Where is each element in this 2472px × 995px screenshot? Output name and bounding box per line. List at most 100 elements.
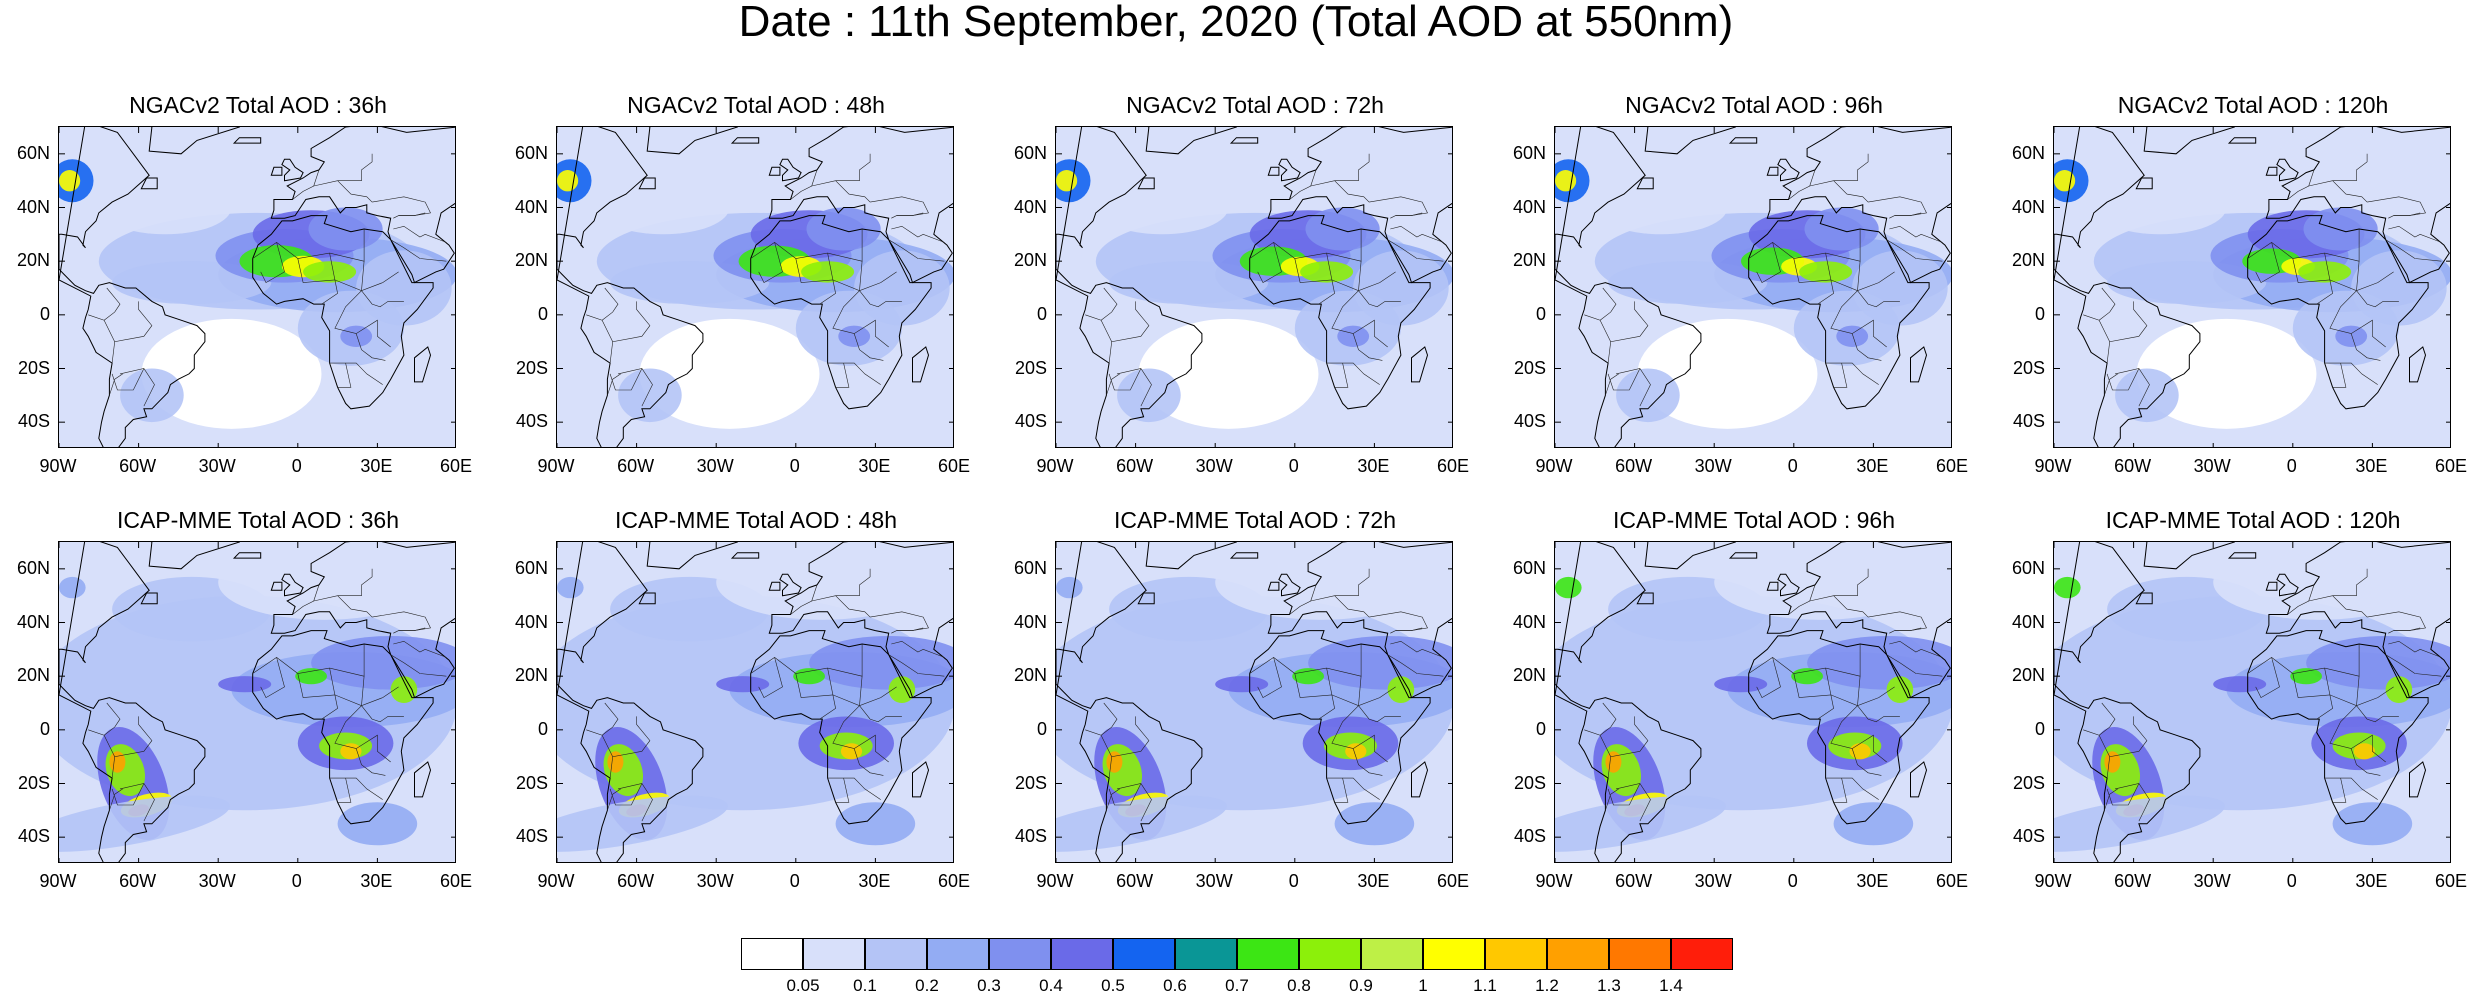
- country-border: [2356, 261, 2399, 308]
- colorbar-swatch: [1175, 938, 1237, 970]
- lat-tick-label: 60N: [16, 142, 50, 163]
- coastline: [1766, 166, 1779, 176]
- country-border: [390, 239, 447, 262]
- aod-plume: [2253, 132, 2386, 176]
- country-border: [1788, 169, 1816, 200]
- lon-tick-label: 0: [291, 871, 302, 891]
- country-border: [1889, 225, 1943, 243]
- country-border: [1857, 261, 1900, 308]
- country-border: [870, 611, 929, 634]
- aod-plume: [59, 576, 86, 599]
- country-border: [1310, 153, 1370, 187]
- lat-tick-label: 40S: [1513, 826, 1546, 847]
- colorbar-swatch: [803, 938, 865, 970]
- low-aod-region: [1637, 318, 1818, 429]
- coastline: [779, 573, 802, 597]
- country-border: [361, 676, 404, 723]
- country-border: [2308, 153, 2368, 187]
- aod-map: [1056, 127, 1452, 447]
- country-border: [1894, 627, 1922, 631]
- low-aod-region: [1138, 318, 1319, 429]
- lon-tick-label: 60W: [617, 456, 655, 476]
- coastline: [1229, 552, 1259, 559]
- lat-tick-label: 60N: [514, 142, 548, 163]
- map-panel: NGACv2 Total AOD : 120h 60N 40N 20N 0 20S 40S 9…: [1995, 92, 2467, 492]
- country-border: [1294, 673, 1396, 707]
- coastline: [2265, 127, 2450, 284]
- coastline: [1056, 127, 1203, 447]
- country-border: [1851, 748, 1882, 776]
- lat-tick-label: 40N: [1013, 611, 1047, 632]
- aod-plume: [1714, 544, 1927, 620]
- lon-tick-label: 30W: [696, 456, 734, 476]
- country-border: [1100, 287, 1118, 321]
- aod-plume: [1308, 636, 1452, 690]
- country-border: [750, 644, 863, 677]
- lon-tick-label: 60W: [1116, 456, 1154, 476]
- coastline: [1056, 542, 1203, 862]
- lon-tick-label: 90W: [2034, 871, 2072, 891]
- lat-tick-label: 60N: [1013, 142, 1047, 163]
- country-border: [1607, 783, 1641, 806]
- country-border: [1756, 242, 1781, 284]
- lon-tick-label: 30W: [1195, 871, 1233, 891]
- country-border: [2385, 654, 2442, 677]
- map-panel: ICAP-MME Total AOD : 48h 60N 40N 20N 0 20S 40S…: [498, 507, 970, 907]
- country-border: [2098, 702, 2116, 736]
- coastline: [1728, 137, 1758, 144]
- country-border: [819, 668, 836, 720]
- country-border: [2255, 657, 2280, 699]
- coastline: [148, 127, 240, 155]
- lon-tick-label: 0: [2286, 456, 2297, 476]
- lon-tick-label: 60E: [2434, 871, 2468, 891]
- lon-tick-label: 30E: [1357, 456, 1390, 476]
- country-border: [1310, 568, 1370, 602]
- coastline: [2265, 542, 2450, 699]
- aod-plume: [390, 676, 418, 703]
- lon-tick-label: 0: [789, 871, 800, 891]
- aod-plume: [1594, 180, 1728, 235]
- coastline: [2409, 346, 2427, 383]
- panel-title: ICAP-MME Total AOD : 48h: [614, 507, 898, 533]
- country-border: [1889, 640, 1943, 658]
- country-border: [313, 568, 373, 602]
- country-border: [1825, 777, 1879, 800]
- country-border: [888, 239, 945, 262]
- country-border: [393, 640, 447, 658]
- lat-tick-label: 20N: [2011, 250, 2045, 271]
- lat-tick-label: 0: [2034, 718, 2045, 739]
- country-border: [835, 180, 871, 203]
- lat-tick-label: 0: [1535, 303, 1546, 324]
- coastline: [1411, 346, 1429, 383]
- colorbar-label: 0.1: [853, 976, 877, 995]
- lon-tick-label: 90W: [2034, 456, 2072, 476]
- country-border: [1100, 702, 1118, 736]
- lat-tick-label: 0: [537, 303, 548, 324]
- country-border: [896, 212, 924, 216]
- lon-tick-label: 90W: [39, 456, 77, 476]
- lon-tick-label: 0: [1288, 871, 1299, 891]
- country-border: [1369, 196, 1428, 219]
- country-border: [2329, 705, 2386, 763]
- coastline: [232, 137, 262, 144]
- country-border: [1584, 729, 1611, 757]
- country-border: [2332, 778, 2347, 803]
- country-border: [361, 261, 404, 308]
- lon-tick-label: 60E: [937, 456, 971, 476]
- colorbar-swatch: [1423, 938, 1485, 970]
- lat-tick-label: 20S: [2012, 357, 2045, 378]
- aod-plume: [340, 743, 362, 760]
- lon-tick-label: 90W: [1535, 456, 1573, 476]
- aod-plume: [1215, 544, 1428, 620]
- country-border: [1868, 611, 1927, 634]
- country-border: [1352, 748, 1383, 776]
- country-border: [2388, 225, 2442, 243]
- colorbar-swatch: [927, 938, 989, 970]
- country-border: [795, 258, 897, 292]
- country-border: [1886, 239, 1943, 262]
- country-border: [1116, 783, 1152, 822]
- country-border: [260, 242, 285, 284]
- aod-plume: [557, 576, 584, 599]
- map-panel: ICAP-MME Total AOD : 120h 60N 40N 20N 0 20S 40…: [1995, 507, 2467, 907]
- map-panel: NGACv2 Total AOD : 36h 60N 40N 20N 0 20S 40S 90…: [0, 92, 472, 492]
